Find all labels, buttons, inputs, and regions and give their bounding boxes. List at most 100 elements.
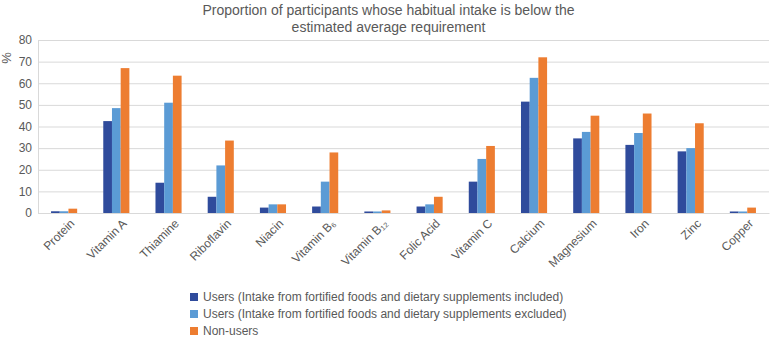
bar bbox=[121, 68, 130, 213]
x-tick: Folic Acid bbox=[397, 216, 443, 262]
x-tick: Vitamin A bbox=[84, 216, 130, 262]
legend-item: Users (Intake from fortified foods and d… bbox=[190, 290, 563, 304]
x-tick-label: Vitamin B₁₂ bbox=[339, 216, 391, 268]
bar bbox=[277, 204, 286, 213]
x-tick: Magnesium bbox=[546, 216, 600, 270]
bar bbox=[747, 208, 756, 213]
bar bbox=[260, 208, 269, 213]
x-axis: ProteinVitamin AThiamineRiboflavin Niacin… bbox=[39, 214, 770, 271]
grid-line bbox=[38, 213, 769, 214]
legend: Users (Intake from fortified foods and d… bbox=[190, 290, 567, 338]
bar bbox=[373, 211, 382, 213]
x-tick-label: Vitamin A bbox=[84, 216, 130, 262]
grid-line bbox=[38, 127, 769, 128]
x-tick: Riboflavin bbox=[187, 216, 234, 263]
series bbox=[68, 57, 755, 213]
grid-line bbox=[38, 105, 769, 106]
bar bbox=[643, 114, 652, 213]
bar bbox=[625, 145, 634, 213]
y-tick: 70 bbox=[19, 55, 769, 69]
bar bbox=[312, 207, 321, 213]
bar bbox=[530, 78, 539, 213]
y-tick: 60 bbox=[19, 77, 769, 91]
legend-label: Non-users bbox=[203, 324, 258, 338]
y-tick-label: 60 bbox=[19, 77, 33, 91]
grid-line bbox=[38, 170, 769, 171]
plot: 01020304050607080ProteinVitamin AThiamin… bbox=[19, 33, 770, 270]
y-tick: 20 bbox=[19, 163, 769, 177]
bar bbox=[417, 207, 426, 213]
bar bbox=[730, 211, 739, 213]
legend-swatch bbox=[190, 327, 198, 335]
y-tick: 30 bbox=[19, 141, 769, 155]
bar bbox=[434, 197, 443, 213]
y-tick-label: 20 bbox=[19, 163, 33, 177]
bar bbox=[103, 121, 112, 213]
grid-line bbox=[38, 83, 769, 84]
bar bbox=[60, 211, 69, 213]
x-tick-label: Copper bbox=[718, 216, 756, 254]
grid-line bbox=[38, 191, 769, 192]
bar bbox=[330, 152, 339, 213]
x-tick-label: Magnesium bbox=[546, 216, 600, 270]
y-tick-label: 0 bbox=[25, 206, 32, 220]
bar bbox=[382, 210, 391, 213]
bar bbox=[477, 159, 486, 213]
bar bbox=[695, 123, 704, 213]
bar bbox=[208, 197, 217, 213]
y-axis-line bbox=[39, 41, 770, 214]
bar bbox=[173, 76, 182, 213]
bar bbox=[225, 141, 234, 213]
y-tick-label: 50 bbox=[19, 98, 33, 112]
x-tick: Vitamin B₁₂ bbox=[339, 216, 391, 268]
series bbox=[51, 102, 738, 213]
x-tick-label: Protein bbox=[41, 216, 78, 253]
bar bbox=[634, 133, 643, 213]
bar bbox=[155, 183, 164, 213]
bar bbox=[112, 108, 121, 213]
x-tick-label: Calcium bbox=[507, 216, 548, 257]
x-tick-label: Riboflavin bbox=[187, 216, 234, 263]
x-tick: Niacin bbox=[253, 216, 286, 249]
y-tick-label: 40 bbox=[19, 120, 33, 134]
x-axis-line bbox=[39, 213, 770, 214]
bar bbox=[68, 209, 77, 213]
x-tick: Vitamin C bbox=[449, 216, 496, 263]
bar bbox=[678, 151, 687, 213]
y-tick: 50 bbox=[19, 98, 769, 112]
legend-item: Non-users bbox=[190, 324, 258, 338]
x-tick-label: Niacin bbox=[253, 216, 286, 249]
y-tick: 0 bbox=[25, 206, 769, 220]
legend-label: Users (Intake from fortified foods and d… bbox=[203, 290, 563, 304]
x-tick: Calcium bbox=[507, 216, 548, 257]
y-tick: 80 bbox=[19, 33, 769, 47]
y-axis-title: % bbox=[0, 52, 14, 64]
grid-line bbox=[38, 40, 769, 41]
bar bbox=[486, 146, 495, 213]
bar bbox=[216, 165, 225, 213]
x-tick: Iron bbox=[627, 216, 652, 241]
title: Proportion of participants whose habitua… bbox=[203, 2, 575, 35]
series bbox=[60, 78, 747, 213]
y-axis: 01020304050607080 bbox=[19, 33, 769, 220]
y-tick-label: 80 bbox=[19, 33, 33, 47]
legend-swatch bbox=[190, 293, 198, 301]
grid-line bbox=[38, 148, 769, 149]
legend-swatch bbox=[190, 310, 198, 318]
bar bbox=[364, 211, 373, 213]
x-tick-label: Thiamine bbox=[137, 216, 182, 261]
bar bbox=[51, 211, 60, 213]
legend-label: Users (Intake from fortified foods and d… bbox=[203, 307, 567, 321]
x-tick: Copper bbox=[718, 216, 756, 254]
y-tick-label: 30 bbox=[19, 141, 33, 155]
x-tick-label: Zinc bbox=[678, 216, 704, 242]
y-tick: 40 bbox=[19, 120, 769, 134]
legend-item: Users (Intake from fortified foods and d… bbox=[190, 307, 567, 321]
x-tick-label: Iron bbox=[627, 216, 652, 241]
bar bbox=[269, 204, 278, 213]
bar bbox=[469, 182, 478, 213]
bar bbox=[573, 138, 582, 213]
chart: Proportion of participants whose habitua… bbox=[0, 0, 777, 359]
y-tick-label: 70 bbox=[19, 55, 33, 69]
bar bbox=[538, 57, 547, 213]
